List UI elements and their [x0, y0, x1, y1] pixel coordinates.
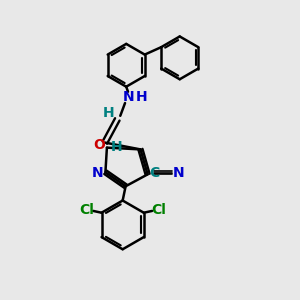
Text: H: H	[135, 89, 147, 103]
Text: H: H	[110, 140, 122, 154]
Text: N: N	[92, 166, 104, 180]
Text: N: N	[123, 90, 134, 104]
Text: C: C	[149, 166, 160, 180]
Text: O: O	[94, 138, 105, 152]
Text: N: N	[173, 166, 184, 180]
Text: Cl: Cl	[151, 203, 166, 217]
Text: H: H	[103, 106, 114, 120]
Text: Cl: Cl	[79, 203, 94, 217]
